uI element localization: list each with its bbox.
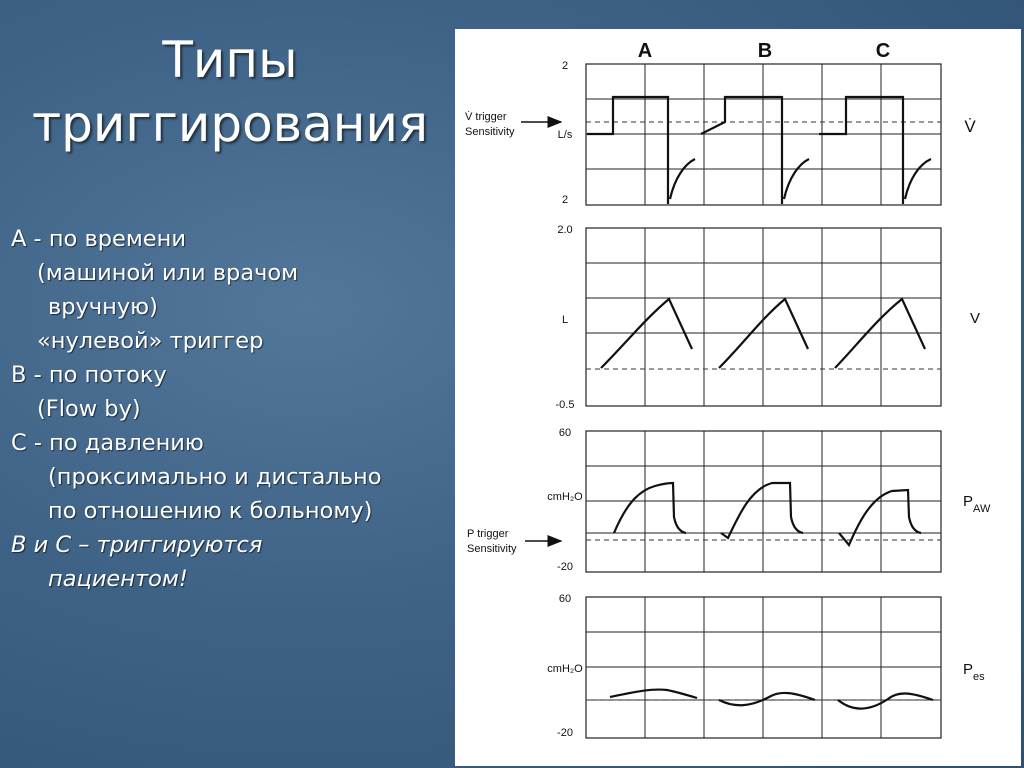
- slide-title: Типы триггирования: [10, 28, 450, 156]
- pes-bottom-tick: -20: [557, 727, 573, 739]
- paw-right-label: PAW: [963, 493, 991, 515]
- volume-bottom-tick: -0.5: [556, 399, 575, 411]
- title-line-2: триггирования: [31, 95, 429, 153]
- volume-panel: 2.0 L -0.5 V: [556, 224, 980, 411]
- pes-waveform: [609, 688, 934, 710]
- pes-right-label: Pes: [963, 661, 985, 683]
- volume-panel-grid: [586, 228, 941, 406]
- flow-panel-grid: [586, 64, 941, 205]
- paw-waveform: [612, 481, 922, 548]
- bullet-item: (Flow by): [37, 396, 141, 422]
- flow-panel: 2 L/s 2 V̇ trigger Sensitivity V̇: [465, 60, 976, 206]
- flow-waveform: [587, 95, 932, 204]
- bullet-list: А - по времени (машиной или врачом вручн…: [11, 222, 451, 596]
- pes-unit: cmH₂O: [547, 663, 583, 675]
- paw-trigger-label: P trigger: [467, 528, 509, 540]
- flow-right-label: V̇: [964, 117, 976, 136]
- bullet-item: А - по времени: [11, 226, 186, 252]
- volume-waveform: [600, 297, 926, 369]
- pes-panel-grid: [586, 597, 941, 738]
- bullet-item: В - по потоку: [11, 362, 167, 388]
- bullet-item: пациентом!: [48, 566, 188, 592]
- paw-top-tick: 60: [559, 427, 571, 439]
- waveform-diagram: A B C 2 L/s 2 V̇ trigger Sensitivity V̇: [465, 40, 991, 739]
- waveform-figure: A B C 2 L/s 2 V̇ trigger Sensitivity V̇: [455, 29, 1021, 766]
- volume-right-label: V: [970, 310, 980, 327]
- paw-panel: 60 cmH₂O -20 P trigger Sensitivity PAW: [467, 427, 991, 573]
- paw-unit: cmH₂O: [547, 491, 583, 503]
- paw-panel-grid: [586, 431, 941, 572]
- column-label-a: A: [638, 40, 652, 62]
- bullet-item: В и С – триггируются: [11, 532, 263, 558]
- bullet-item: С - по давлению: [11, 430, 204, 456]
- bullet-item: вручную): [48, 294, 158, 320]
- bullet-item: «нулевой» триггер: [37, 328, 264, 354]
- flow-top-tick: 2: [562, 60, 568, 72]
- bullet-item: по отношению к больному): [48, 498, 373, 524]
- volume-top-tick: 2.0: [557, 224, 572, 236]
- flow-unit: L/s: [558, 129, 573, 141]
- flow-bottom-tick: 2: [562, 194, 568, 206]
- pes-top-tick: 60: [559, 593, 571, 605]
- volume-unit: L: [562, 314, 568, 326]
- column-label-b: B: [758, 40, 772, 62]
- bullet-item: (машиной или врачом: [37, 260, 299, 286]
- bullet-item: (проксимально и дистально: [48, 464, 382, 490]
- paw-sensitivity-label: Sensitivity: [467, 543, 517, 555]
- flow-sensitivity-label: Sensitivity: [465, 126, 515, 138]
- paw-bottom-tick: -20: [557, 561, 573, 573]
- flow-trigger-label: V̇ trigger: [465, 110, 507, 123]
- pes-panel: 60 cmH₂O -20 Pes: [547, 593, 985, 739]
- title-line-1: Типы: [162, 31, 298, 89]
- column-label-c: C: [876, 40, 890, 62]
